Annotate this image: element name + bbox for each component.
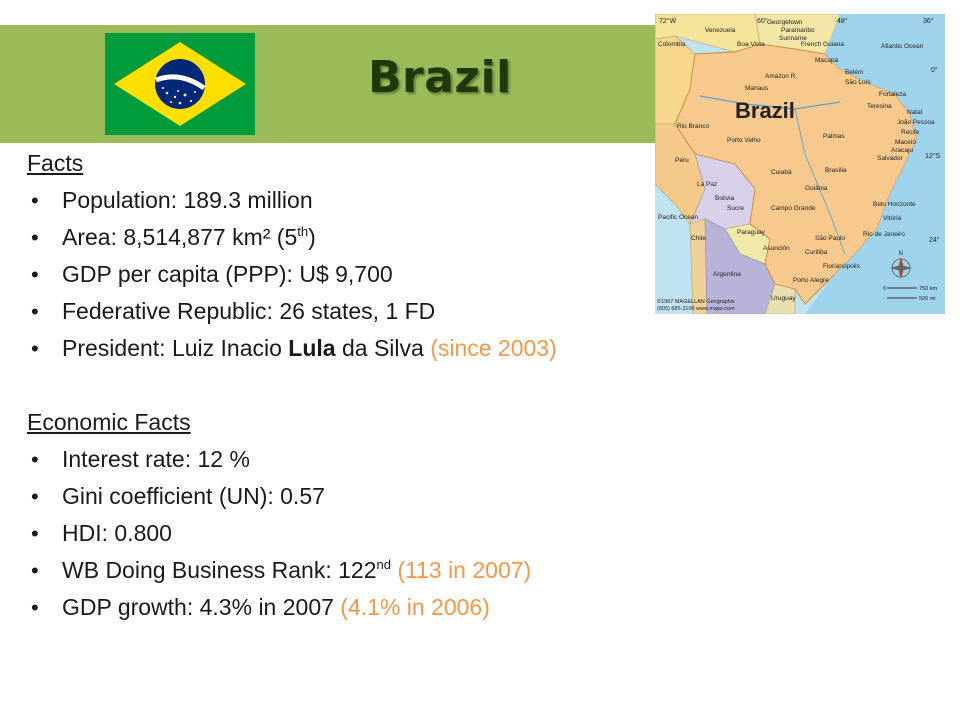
map-place: Curitiba [805, 249, 828, 256]
wb-rank-text: WB Doing Business Rank: 122 [62, 557, 377, 583]
map-place: Colombia [658, 41, 686, 48]
map-lat-12: 12°S [925, 152, 941, 160]
map-place: Macapá [815, 57, 839, 64]
president-surname: da Silva [335, 335, 431, 361]
map-place: Asunción [763, 245, 790, 252]
map-copyright: ©1997 MAGELLAN Geographix [657, 298, 735, 305]
map-place: Manaus [745, 85, 769, 92]
compass-icon: N [890, 251, 912, 279]
list-item: Area: 8,514,877 km² (5th) [27, 219, 687, 256]
list-item: Federative Republic: 26 states, 1 FD [27, 293, 687, 330]
map-place: Palmas [823, 133, 845, 140]
list-item: Population: 189.3 million [27, 182, 687, 219]
economic-facts-list: Interest rate: 12 % Gini coefficient (UN… [27, 441, 687, 626]
title-banner [0, 25, 670, 143]
area-superscript: th [297, 224, 309, 239]
area-text: Area: 8,514,877 km² (5 [62, 224, 298, 250]
map-place: Vitória [883, 215, 902, 222]
map-place: Aracaju [891, 147, 913, 154]
map-place: Maceió [895, 139, 916, 146]
list-item: Interest rate: 12 % [27, 441, 687, 478]
map-place: Boa Vista [737, 41, 765, 48]
map-place: João Pessoa [897, 119, 935, 126]
map-place: Teresina [867, 103, 892, 110]
map-place: Fortaleza [879, 91, 906, 98]
map-place: La Paz [697, 181, 717, 188]
compass-north-label: N [899, 251, 903, 257]
map-lon-36: 36° [923, 17, 934, 25]
map-place: Cuiabá [771, 169, 792, 176]
list-item: GDP per capita (PPP): U$ 9,700 [27, 256, 687, 293]
map-place: Venezuela [705, 27, 736, 34]
map-place: Paraguay [737, 229, 766, 236]
gdp-ppp-text: GDP per capita (PPP): U$ 9,700 [62, 261, 393, 287]
map-place: Salvador [877, 155, 903, 162]
map-place: Suriname [779, 35, 807, 42]
map-scale-mi: 500 mi [919, 296, 936, 302]
area-suffix: ) [308, 224, 316, 250]
wb-rank-superscript: nd [376, 557, 391, 572]
map-scale-zero: 0 [883, 286, 886, 292]
population-text: Population: 189.3 million [62, 187, 313, 213]
map-lon-60: 60° [757, 17, 768, 25]
map-place: Peru [675, 157, 689, 164]
map-place: São Paulo [815, 235, 845, 242]
map-place: Bolivia [715, 195, 735, 202]
map-scale-km: 750 km [919, 286, 937, 292]
map-place: French Guiana [801, 41, 844, 48]
list-item: President: Luiz Inacio Lula da Silva (si… [27, 330, 687, 367]
map-place: Belo Horizonte [873, 201, 916, 208]
map-place: Porto Velho [727, 137, 761, 144]
map-place: Uruguay [771, 295, 796, 302]
president-since: (since 2003) [430, 335, 557, 361]
economic-facts-heading: Economic Facts [27, 409, 191, 435]
brazil-flag [105, 33, 255, 135]
list-item: WB Doing Business Rank: 122nd (113 in 20… [27, 552, 687, 589]
brazil-map: 72°W 60° 48° 36° 0° 12°S 24° Brazil Colo… [655, 14, 945, 314]
map-region-chile [689, 218, 708, 314]
wb-rank-previous: (113 in 2007) [390, 557, 532, 583]
map-scale-bar: 0 750 km 500 mi [883, 286, 937, 302]
map-place: Recife [901, 129, 920, 136]
map-place: Paramaribo [781, 27, 815, 34]
federative-text: Federative Republic: 26 states, 1 FD [62, 298, 436, 324]
map-place: Amazon R. [765, 73, 797, 80]
map-copyright-contact: (805) 685-3100 www.maps.com [657, 306, 735, 312]
map-lon-72: 72°W [659, 17, 677, 25]
gini-text: Gini coefficient (UN): 0.57 [62, 483, 325, 509]
slide-content: Facts Population: 189.3 million Area: 8,… [27, 145, 687, 626]
map-place: Chile [691, 235, 706, 242]
gdp-growth-text: GDP growth: 4.3% in 2007 [62, 594, 341, 620]
facts-list: Population: 189.3 million Area: 8,514,87… [27, 182, 687, 367]
list-item: GDP growth: 4.3% in 2007 (4.1% in 2006) [27, 589, 687, 626]
map-place: Argentina [713, 271, 741, 278]
map-place: Rio de Janeiro [863, 231, 905, 238]
facts-heading: Facts [27, 150, 84, 176]
map-place: Porto Alegre [793, 277, 829, 284]
president-text: President: Luiz Inacio [62, 335, 289, 361]
map-place: Atlantic Ocean [881, 43, 924, 50]
map-place: Florianópolis [823, 263, 861, 270]
page-title: Brazil [368, 52, 512, 103]
list-item: Gini coefficient (UN): 0.57 [27, 478, 687, 515]
map-place: Sucre [727, 205, 744, 212]
map-place: Goiânia [805, 185, 828, 192]
map-lon-48: 48° [837, 17, 848, 25]
map-place: Georgetown [767, 19, 803, 26]
map-place: Belém [845, 69, 863, 76]
gdp-growth-previous: (4.1% in 2006) [340, 594, 490, 620]
interest-text: Interest rate: 12 % [62, 446, 250, 472]
map-lat-0: 0° [931, 66, 938, 74]
map-place: São Luís [845, 79, 871, 86]
president-nickname: Lula [288, 335, 336, 361]
map-place: Brasília [825, 167, 847, 174]
map-country-label: Brazil [735, 98, 795, 123]
hdi-text: HDI: 0.800 [62, 520, 172, 546]
map-place: Rio Branco [677, 123, 710, 130]
list-item: HDI: 0.800 [27, 515, 687, 552]
map-place: Natal [907, 109, 923, 116]
map-place: Campo Grande [771, 205, 816, 212]
map-lat-24: 24° [929, 236, 940, 244]
